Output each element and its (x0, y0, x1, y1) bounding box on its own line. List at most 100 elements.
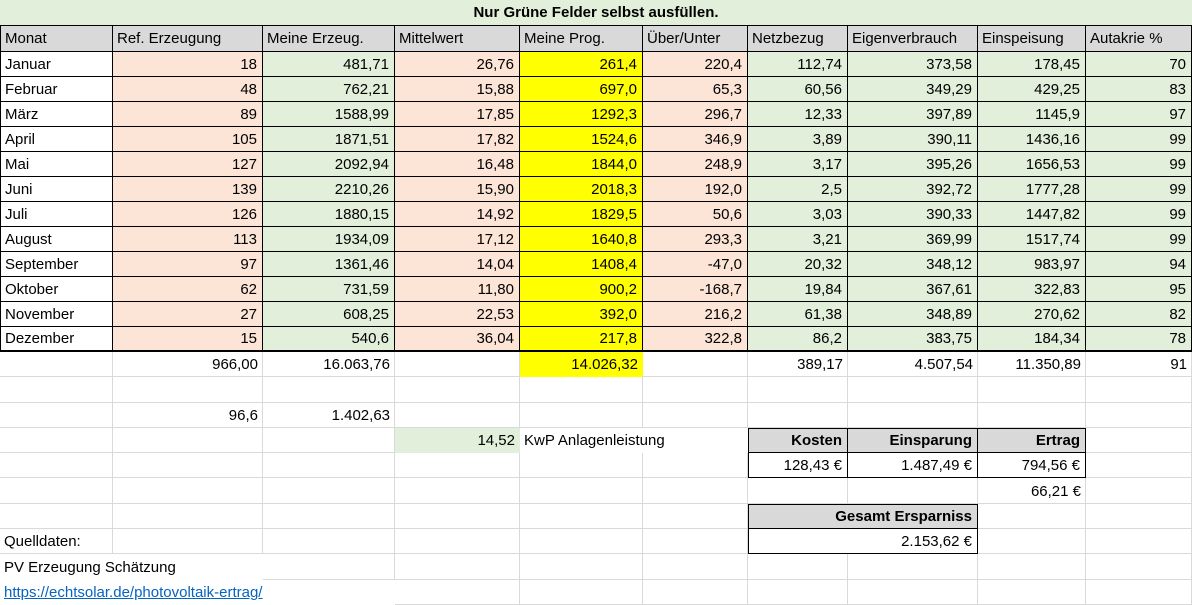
cell-meine-prog[interactable]: 1829,5 (520, 202, 643, 227)
total-netzbezug[interactable]: 389,17 (797, 356, 843, 374)
cell-netzbezug[interactable]: 19,84 (748, 277, 848, 302)
cell-meine-erzeugung[interactable]: 731,59 (263, 277, 395, 302)
sub-ref-sum[interactable]: 96,6 (228, 406, 258, 424)
cell-ueber-unter[interactable]: -168,7 (643, 277, 748, 302)
cell-autakrie[interactable]: 99 (1086, 227, 1192, 252)
cell-monat[interactable]: April (0, 127, 113, 152)
cell-ref-erzeugung[interactable]: 126 (113, 202, 263, 227)
cell-meine-erzeugung[interactable]: 1880,15 (263, 202, 395, 227)
total-einspeisung[interactable]: 11.350,89 (1015, 356, 1081, 374)
cell-monat[interactable]: Juli (0, 202, 113, 227)
column-header[interactable]: Ref. Erzeugung (113, 25, 263, 52)
total-eigenverbrauch[interactable]: 4.507,54 (914, 356, 973, 374)
kwp-label[interactable]: KwP Anlagenleistung (520, 427, 748, 454)
cell-netzbezug[interactable]: 3,89 (748, 127, 848, 152)
cell-einspeisung[interactable]: 1145,9 (978, 102, 1086, 127)
cell-meine-prog[interactable]: 392,0 (520, 302, 643, 327)
cell-autakrie[interactable]: 99 (1086, 177, 1192, 202)
cell-ueber-unter[interactable]: 296,7 (643, 102, 748, 127)
total-meine-prog[interactable]: 14.026,32 (520, 352, 643, 378)
cell-einspeisung[interactable]: 983,97 (978, 252, 1086, 277)
kosten-value[interactable]: 128,43 € (748, 453, 848, 479)
kwp-value-cell[interactable]: 14,52 (395, 427, 520, 454)
extra-ertrag-value[interactable]: 66,21 € (1030, 482, 1081, 500)
cell-mittelwert[interactable]: 17,12 (395, 227, 520, 252)
cell-eigenverbrauch[interactable]: 390,33 (848, 202, 978, 227)
cell-autakrie[interactable]: 78 (1086, 327, 1192, 352)
cell-mittelwert[interactable]: 14,04 (395, 252, 520, 277)
column-header[interactable]: Meine Erzeug. (263, 25, 395, 52)
cell-einspeisung[interactable]: 270,62 (978, 302, 1086, 327)
cell-meine-erzeugung[interactable]: 540,6 (263, 327, 395, 352)
cell-ref-erzeugung[interactable]: 27 (113, 302, 263, 327)
sheet-title[interactable]: Nur Grüne Felder selbst ausfüllen. (0, 0, 1192, 25)
cell-autakrie[interactable]: 99 (1086, 127, 1192, 152)
cell-monat[interactable]: Januar (0, 52, 113, 77)
cell-ueber-unter[interactable]: 192,0 (643, 177, 748, 202)
cell-meine-erzeugung[interactable]: 2210,26 (263, 177, 395, 202)
cell-ref-erzeugung[interactable]: 62 (113, 277, 263, 302)
cell-netzbezug[interactable]: 3,03 (748, 202, 848, 227)
cell-mittelwert[interactable]: 17,82 (395, 127, 520, 152)
cell-meine-erzeugung[interactable]: 608,25 (263, 302, 395, 327)
column-header[interactable]: Mittelwert (395, 25, 520, 52)
cell-mittelwert[interactable]: 11,80 (395, 277, 520, 302)
cell-ref-erzeugung[interactable]: 97 (113, 252, 263, 277)
cell-einspeisung[interactable]: 184,34 (978, 327, 1086, 352)
cell-autakrie[interactable]: 94 (1086, 252, 1192, 277)
cell-monat[interactable]: März (0, 102, 113, 127)
cell-mittelwert[interactable]: 14,92 (395, 202, 520, 227)
cell-einspeisung[interactable]: 1436,16 (978, 127, 1086, 152)
cell-eigenverbrauch[interactable]: 367,61 (848, 277, 978, 302)
einsparung-value[interactable]: 1.487,49 € (848, 453, 978, 479)
source-link[interactable]: https://echtsolar.de/photovoltaik-ertrag… (0, 579, 395, 605)
source-link-text[interactable]: https://echtsolar.de/photovoltaik-ertrag… (4, 583, 263, 601)
ertrag-value[interactable]: 794,56 € (978, 453, 1086, 479)
cell-ref-erzeugung[interactable]: 105 (113, 127, 263, 152)
cell-autakrie[interactable]: 70 (1086, 52, 1192, 77)
cell-autakrie[interactable]: 83 (1086, 77, 1192, 102)
cell-eigenverbrauch[interactable]: 373,58 (848, 52, 978, 77)
cell-netzbezug[interactable]: 3,21 (748, 227, 848, 252)
cell-einspeisung[interactable]: 1656,53 (978, 152, 1086, 177)
cell-ueber-unter[interactable]: 216,2 (643, 302, 748, 327)
cell-einspeisung[interactable]: 1447,82 (978, 202, 1086, 227)
cell-monat[interactable]: Februar (0, 77, 113, 102)
cell-meine-erzeugung[interactable]: 1934,09 (263, 227, 395, 252)
cell-netzbezug[interactable]: 60,56 (748, 77, 848, 102)
cell-ueber-unter[interactable]: 65,3 (643, 77, 748, 102)
cell-eigenverbrauch[interactable]: 349,29 (848, 77, 978, 102)
cell-monat[interactable]: November (0, 302, 113, 327)
cell-meine-prog[interactable]: 697,0 (520, 77, 643, 102)
gesamt-ersparniss-value[interactable]: 2.153,62 € (748, 529, 978, 555)
cell-monat[interactable]: August (0, 227, 113, 252)
cell-monat[interactable]: Oktober (0, 277, 113, 302)
cell-mittelwert[interactable]: 15,90 (395, 177, 520, 202)
cell-netzbezug[interactable]: 86,2 (748, 327, 848, 352)
cell-netzbezug[interactable]: 20,32 (748, 252, 848, 277)
cell-ueber-unter[interactable]: 346,9 (643, 127, 748, 152)
ertrag-header[interactable]: Ertrag (978, 427, 1086, 454)
cell-monat[interactable]: September (0, 252, 113, 277)
cell-einspeisung[interactable]: 322,83 (978, 277, 1086, 302)
cell-eigenverbrauch[interactable]: 392,72 (848, 177, 978, 202)
pv-schaetzung-label[interactable]: PV Erzeugung Schätzung (0, 554, 263, 580)
cell-monat[interactable]: Dezember (0, 327, 113, 352)
cell-meine-erzeugung[interactable]: 762,21 (263, 77, 395, 102)
cell-ueber-unter[interactable]: 220,4 (643, 52, 748, 77)
total-autakrie[interactable]: 91 (1170, 356, 1187, 374)
cell-meine-prog[interactable]: 1844,0 (520, 152, 643, 177)
column-header[interactable]: Autakrie % (1086, 25, 1192, 52)
einsparung-header[interactable]: Einsparung (848, 427, 978, 454)
cell-eigenverbrauch[interactable]: 390,11 (848, 127, 978, 152)
cell-eigenverbrauch[interactable]: 348,12 (848, 252, 978, 277)
cell-netzbezug[interactable]: 112,74 (748, 52, 848, 77)
cell-eigenverbrauch[interactable]: 395,26 (848, 152, 978, 177)
cell-monat[interactable]: Juni (0, 177, 113, 202)
cell-ref-erzeugung[interactable]: 89 (113, 102, 263, 127)
cell-autakrie[interactable]: 99 (1086, 202, 1192, 227)
cell-mittelwert[interactable]: 16,48 (395, 152, 520, 177)
cell-meine-prog[interactable]: 1640,8 (520, 227, 643, 252)
cell-netzbezug[interactable]: 2,5 (748, 177, 848, 202)
column-header[interactable]: Meine Prog. (520, 25, 643, 52)
